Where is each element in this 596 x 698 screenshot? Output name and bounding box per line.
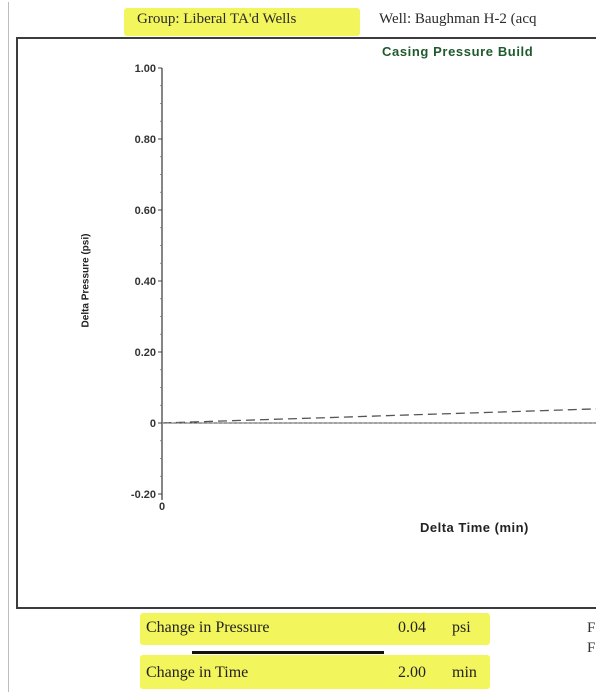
y-tick-label: 0.80	[135, 134, 156, 146]
header-highlight	[124, 8, 360, 36]
x-axis-label: Delta Time (min)	[420, 520, 529, 535]
y-tick-label: 0.20	[135, 347, 156, 359]
chart-title: Casing Pressure Build	[382, 44, 534, 59]
well-label: Well: Baughman H-2 (acq	[379, 11, 537, 27]
summary-highlight-time	[140, 655, 490, 689]
pressure-value: 0.04	[398, 619, 426, 636]
cutoff-text-1: F	[587, 620, 596, 636]
time-value: 2.00	[398, 664, 426, 681]
y-tick-label: -0.20	[131, 489, 156, 501]
y-tick-label: 0.60	[135, 205, 156, 217]
time-label: Change in Time	[146, 664, 249, 681]
series-line-1	[161, 408, 596, 424]
y-tick-label: 0.40	[135, 276, 156, 288]
y-tick-label: 0	[150, 418, 156, 430]
y-axis-label: Delta Pressure (psi)	[80, 233, 92, 328]
x-tick-label: 0	[159, 501, 165, 513]
plot-frame	[16, 37, 596, 609]
cutoff-text-2: F	[587, 640, 596, 656]
summary-highlight-pressure	[140, 613, 490, 645]
pressure-label: Change in Pressure	[146, 619, 270, 636]
group-label: Group: Liberal TA'd Wells	[137, 11, 297, 27]
pressure-unit: psi	[452, 619, 471, 636]
page-frame	[8, 2, 596, 692]
underline-rule	[192, 651, 384, 654]
chart-svg: 1.000.800.600.400.200-0.200	[131, 63, 596, 513]
time-unit: min	[452, 664, 477, 681]
y-tick-label: 1.00	[135, 63, 156, 75]
